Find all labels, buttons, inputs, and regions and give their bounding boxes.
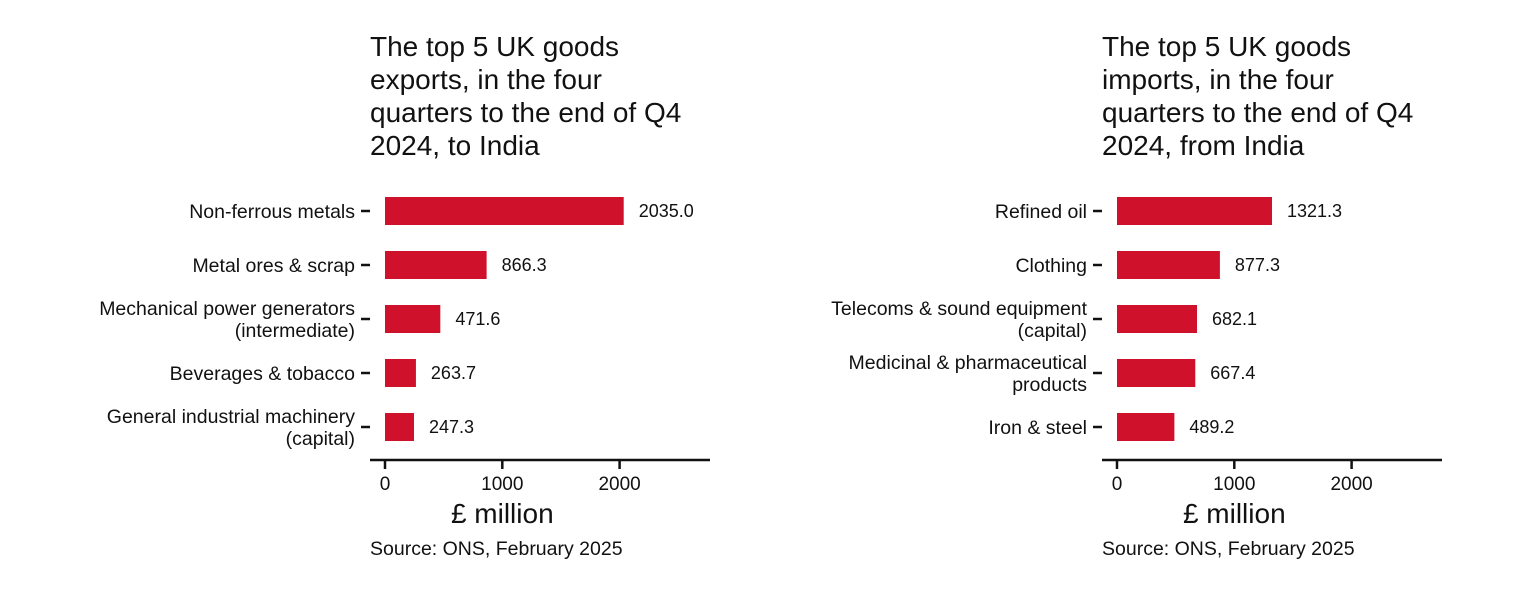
category-label-line: Metal ores & scrap [192,255,355,277]
chart-title-line: exports, in the four [370,64,602,95]
x-tick-label: 1000 [481,474,523,495]
imports-chart-panel: The top 5 UK goods imports, in the four … [732,0,1472,611]
data-label: 263.7 [431,363,476,383]
chart-title-line: quarters to the end of Q4 [370,97,682,128]
category-label-line: Telecoms & sound equipment [831,298,1087,320]
chart-title-line: The top 5 UK goods [370,31,620,62]
chart-title-line: 2024, to India [370,130,540,161]
exports-chart-panel: The top 5 UK goods exports, in the four … [0,0,740,611]
category-label-line: Medicinal & pharmaceutical [849,352,1087,374]
imports-bar-chart: Refined oil 1321.3 Clothing 877.3 Telecoms &… [831,197,1442,529]
chart-title: The top 5 UK goods exports, in the four … [370,30,740,162]
bar [1117,197,1272,225]
data-label: 471.6 [455,309,500,329]
x-axis-title: £ million [1183,498,1286,529]
x-tick-label: 0 [1112,474,1123,495]
source-note: Source: ONS, February 2025 [1102,538,1355,560]
chart-title: The top 5 UK goods imports, in the four … [1102,30,1472,162]
chart-title-line: imports, in the four [1102,64,1334,95]
category-label-line: products [1012,374,1087,396]
data-label: 489.2 [1189,417,1234,437]
bar [385,197,624,225]
category-label-line: (capital) [286,428,355,450]
category-label-line: Beverages & tobacco [170,363,356,385]
category-label: Refined oil [995,201,1087,223]
x-tick-label: 0 [380,474,391,495]
data-label: 2035.0 [639,201,694,221]
category-label: Telecoms & sound equipment (capital) [831,298,1087,342]
data-label: 682.1 [1212,309,1257,329]
category-label-line: (capital) [1018,320,1087,342]
source-note: Source: ONS, February 2025 [370,538,623,560]
x-tick-label: 2000 [598,474,640,495]
category-label: Iron & steel [988,417,1087,439]
category-label-line: Clothing [1015,255,1087,277]
bar [385,251,487,279]
bar [1117,413,1175,441]
category-label-line: Mechanical power generators [99,298,355,320]
bar [385,359,416,387]
category-label-line: General industrial machinery [107,406,355,428]
chart-title-line: quarters to the end of Q4 [1102,97,1414,128]
data-label: 866.3 [502,255,547,275]
x-tick-label: 2000 [1330,474,1372,495]
category-label: Beverages & tobacco [170,363,356,385]
category-label: General industrial machinery (capital) [107,406,355,450]
data-label: 667.4 [1210,363,1255,383]
category-label-line: Non-ferrous metals [189,201,355,223]
chart-title-line: 2024, from India [1102,130,1305,161]
bar [385,413,415,441]
category-label-line: Iron & steel [988,417,1087,439]
exports-bar-chart: Non-ferrous metals 2035.0 Metal ores & scr… [99,197,710,529]
category-label: Non-ferrous metals [189,201,355,223]
data-label: 1321.3 [1287,201,1342,221]
bar [1117,305,1198,333]
bar [385,305,441,333]
bar [1117,359,1196,387]
chart-title-line: The top 5 UK goods [1102,31,1352,62]
category-label-line: (intermediate) [235,320,355,342]
x-axis-title: £ million [451,498,554,529]
bar [1117,251,1220,279]
category-label-line: Refined oil [995,201,1087,223]
data-label: 877.3 [1235,255,1280,275]
category-label: Clothing [1015,255,1087,277]
data-label: 247.3 [429,417,474,437]
category-label: Mechanical power generators (intermediate… [99,298,355,342]
x-tick-label: 1000 [1213,474,1255,495]
category-label: Metal ores & scrap [192,255,355,277]
category-label: Medicinal & pharmaceutical products [849,352,1088,396]
